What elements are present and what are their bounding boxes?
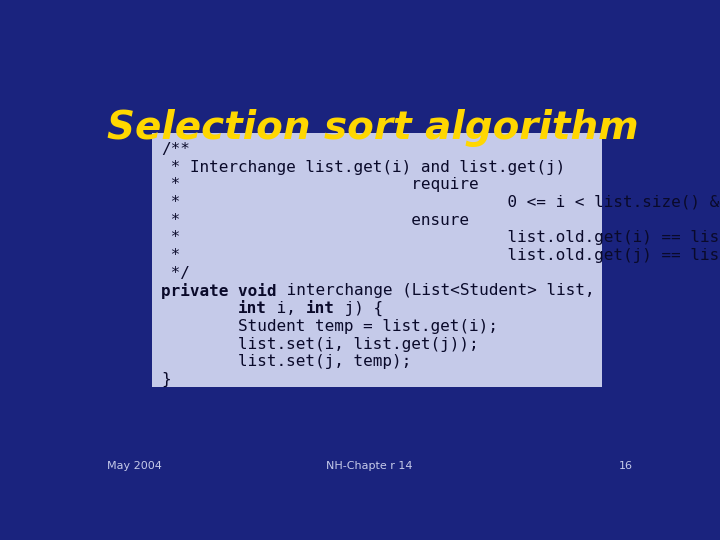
Text: }: } xyxy=(161,372,171,387)
Text: int: int xyxy=(238,301,267,316)
FancyBboxPatch shape xyxy=(152,132,601,387)
Text: *                                  list.old.get(j) == list.get(i): * list.old.get(j) == list.get(i) xyxy=(161,248,720,263)
Text: /**: /** xyxy=(161,142,190,157)
Text: private void: private void xyxy=(161,284,276,300)
Text: interchange (List<Student> list,: interchange (List<Student> list, xyxy=(276,284,595,299)
Text: i,: i, xyxy=(267,301,306,316)
Text: 16: 16 xyxy=(618,461,632,471)
Text: j) {: j) { xyxy=(335,301,382,316)
Text: int: int xyxy=(306,301,335,316)
Text: */: */ xyxy=(161,266,190,281)
Text: Selection sort algorithm: Selection sort algorithm xyxy=(107,110,639,147)
Text: *                        require: * require xyxy=(161,177,479,192)
Text: list.set(i, list.get(j));: list.set(i, list.get(j)); xyxy=(161,336,479,352)
Text: May 2004: May 2004 xyxy=(107,461,162,471)
Text: *                        ensure: * ensure xyxy=(161,213,469,228)
Text: list.set(j, temp);: list.set(j, temp); xyxy=(161,354,412,369)
Text: *                                  0 <= i < list.size() && 0 <= j < list.size(): * 0 <= i < list.size() && 0 <= j < list.… xyxy=(161,195,720,210)
Text: Student temp = list.get(i);: Student temp = list.get(i); xyxy=(161,319,498,334)
Text: *                                  list.old.get(i) == list.get(j): * list.old.get(i) == list.get(j) xyxy=(161,231,720,245)
Text: * Interchange list.get(i) and list.get(j): * Interchange list.get(i) and list.get(j… xyxy=(161,159,565,174)
Text: NH-Chapte r 14: NH-Chapte r 14 xyxy=(325,461,413,471)
